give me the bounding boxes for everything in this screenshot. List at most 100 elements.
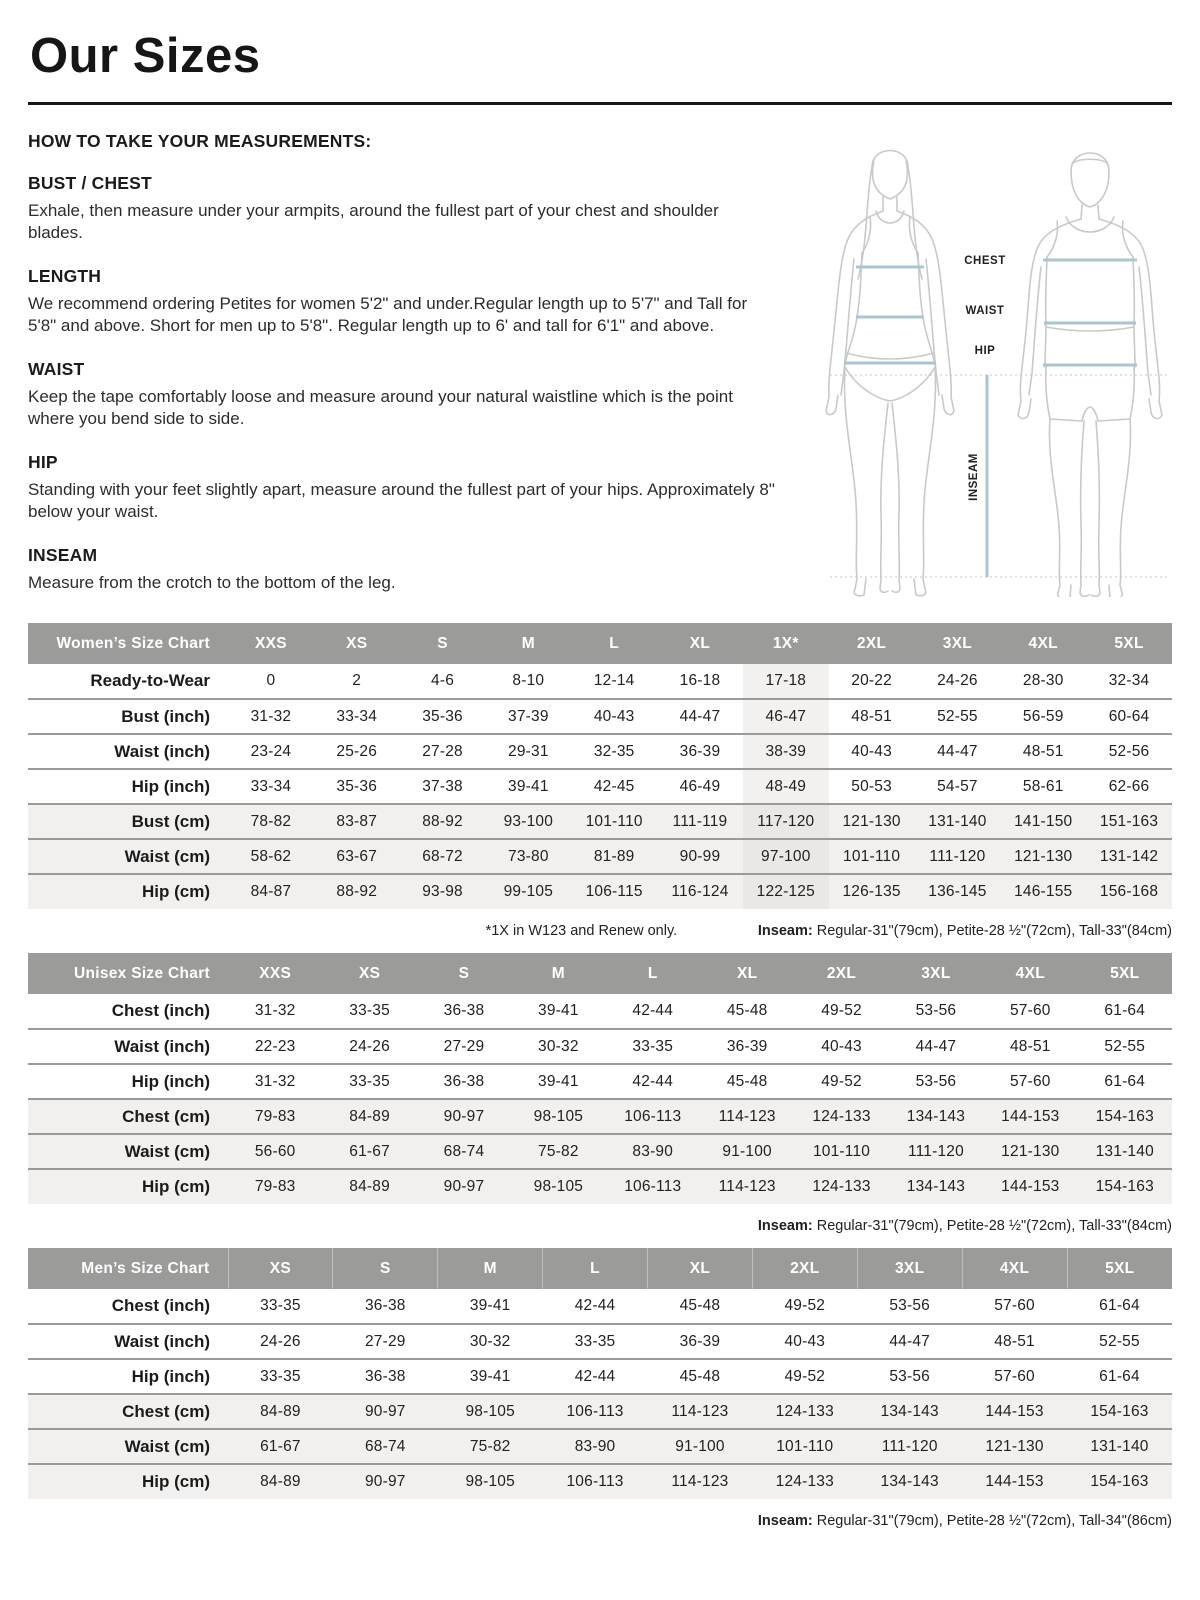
size-value-cell: 42-44 [574, 1297, 616, 1314]
size-value-cell: 106-113 [542, 1464, 648, 1499]
mens-size-chart-table: Men’s Size Chart XS S M L XL 2XL 3XL 4XL 5XL Chest… [28, 1248, 1172, 1499]
size-value-cell: 54-57 [937, 777, 978, 795]
size-value-cell: 61-67 [322, 1134, 417, 1169]
size-value-cell: 134-143 [888, 1169, 984, 1204]
size-value-cell: 33-34 [336, 707, 378, 725]
size-value-cell: 52-56 [1108, 742, 1150, 760]
size-value-cell: 42-44 [632, 1072, 674, 1090]
size-value-cell: 68-74 [416, 1134, 512, 1169]
table-row: Chest (cm) 79-83 84-89 90-97 98-105 106-113 11… [28, 1099, 1172, 1134]
size-column-header: S [332, 1248, 438, 1289]
size-column-header: 4XL [983, 953, 1078, 994]
table-header-row: Women’s Size Chart XXS XS S M L XL 1X* 2XL 3XL 4XL… [28, 623, 1172, 664]
table-row: Hip (inch) 33-35 36-38 39-41 42-44 45-48 49-52… [28, 1359, 1172, 1394]
table-row: Waist (cm) 61-67 68-74 75-82 83-90 91-100 101-… [28, 1429, 1172, 1464]
size-value-cell: 39-41 [538, 1072, 579, 1090]
size-value-cell: 124-133 [794, 1169, 889, 1204]
size-value-cell: 33-35 [349, 1072, 390, 1090]
row-label: Waist (cm) [28, 1429, 228, 1464]
size-value-cell: 24-26 [349, 1037, 390, 1055]
size-column-header: 5XL [1066, 1248, 1172, 1289]
size-column-header: 5XL [1077, 953, 1172, 994]
size-value-cell: 44-47 [915, 1037, 957, 1055]
size-value-cell: 8-10 [512, 672, 545, 689]
waist-label: WAIST [966, 305, 1005, 317]
row-label: Bust (inch) [121, 706, 210, 726]
size-value-cell: 49-52 [821, 1072, 862, 1090]
size-value-cell: 90-97 [332, 1464, 438, 1499]
size-value-cell: 31-32 [254, 1072, 296, 1090]
size-value-cell: 62-66 [1108, 777, 1150, 795]
table-row: Chest (inch) 33-35 36-38 39-41 42-44 45-48 49-… [28, 1289, 1172, 1324]
size-value-cell: 124-133 [794, 1099, 889, 1134]
title-divider [28, 102, 1172, 105]
row-label: Hip (inch) [131, 1366, 210, 1386]
size-value-cell: 31-32 [250, 707, 292, 725]
size-value-cell: 52-55 [937, 707, 978, 725]
size-value-cell: 131-140 [1067, 1429, 1172, 1464]
womens-inseam-note-label: Inseam: [757, 923, 813, 939]
size-column-header: XS [322, 953, 417, 994]
size-value-cell: 75-82 [437, 1429, 543, 1464]
row-label: Waist (inch) [114, 1331, 210, 1351]
size-column-header: XS [313, 623, 400, 664]
size-column-header: XXS [228, 623, 314, 664]
table-row: Chest (cm) 84-89 90-97 98-105 106-113 114-123… [28, 1394, 1172, 1429]
instructions-text-column: HOW TO TAKE YOUR MEASUREMENTS: BUST / CH… [28, 121, 776, 594]
size-value-cell: 37-38 [422, 777, 463, 795]
row-label: Hip (cm) [28, 874, 228, 909]
size-value-cell: 154-163 [1077, 1099, 1172, 1134]
size-column-header: 3XL [888, 953, 984, 994]
size-value-cell: 63-67 [313, 839, 400, 874]
size-value-cell: 111-119 [657, 804, 743, 839]
size-value-cell: 39-41 [508, 777, 549, 795]
size-value-cell: 111-120 [857, 1429, 963, 1464]
row-label: Chest (inch) [111, 1296, 210, 1315]
page-title: Our Sizes [30, 29, 261, 83]
size-value-cell: 53-56 [889, 1297, 931, 1314]
size-value-cell: 49-52 [784, 1367, 826, 1385]
size-value-cell: 101-110 [828, 839, 915, 874]
size-value-cell: 98-105 [511, 1169, 606, 1204]
size-value-cell: 61-64 [1099, 1297, 1140, 1314]
row-label: Chest (inch) [111, 1001, 210, 1020]
row-label: Waist (inch) [114, 1036, 210, 1056]
size-value-cell: 31-32 [254, 1002, 296, 1019]
size-value-cell: 144-153 [983, 1099, 1078, 1134]
size-value-cell: 50-53 [851, 777, 892, 795]
inseam-label: INSEAM [968, 453, 980, 501]
size-value-cell: 25-26 [336, 742, 378, 760]
size-column-header: XS [227, 1248, 333, 1289]
size-value-cell: 73-80 [485, 839, 572, 874]
size-value-cell: 24-26 [260, 1332, 301, 1350]
size-value-cell: 84-89 [228, 1464, 333, 1499]
size-value-cell: 111-120 [888, 1134, 984, 1169]
size-value-cell: 79-83 [228, 1099, 323, 1134]
table-header-row: Unisex Size Chart XXS XS S M L XL 2XL 3XL 4XL 5XL [28, 953, 1172, 994]
size-value-cell: 28-30 [1022, 672, 1064, 689]
womens-footnote: *1X in W123 and Renew only. [485, 923, 678, 939]
size-value-cell: 83-90 [542, 1429, 648, 1464]
size-value-cell: 146-155 [1000, 874, 1087, 909]
size-value-cell: 151-163 [1086, 804, 1172, 839]
size-column-header: 2XL [751, 1248, 858, 1289]
size-value-cell: 98-105 [437, 1394, 543, 1429]
size-column-header: 4XL [961, 1248, 1067, 1289]
size-value-cell: 101-110 [794, 1134, 889, 1169]
size-value-cell: 60-64 [1108, 707, 1150, 725]
row-label: Hip (inch) [131, 1071, 210, 1091]
size-value-cell: 53-56 [889, 1367, 931, 1385]
size-value-cell: 134-143 [857, 1394, 963, 1429]
table-row: Hip (inch) 33-34 35-36 37-38 39-41 42-45 46-49… [28, 769, 1172, 804]
size-value-cell: 81-89 [571, 839, 658, 874]
size-column-header: XXS [228, 953, 323, 994]
size-value-cell: 33-35 [632, 1037, 674, 1055]
size-value-cell: 32-34 [1108, 672, 1150, 689]
size-value-cell: 49-52 [784, 1297, 826, 1314]
size-value-cell: 33-35 [349, 1002, 390, 1019]
size-value-cell: 131-142 [1086, 839, 1172, 874]
table-row: Hip (cm) 84-87 88-92 93-98 99-105 106-115 116-… [28, 874, 1172, 909]
size-value-cell: 42-44 [632, 1002, 674, 1019]
size-value-cell: 84-89 [322, 1099, 417, 1134]
size-value-cell: 99-105 [485, 874, 572, 909]
